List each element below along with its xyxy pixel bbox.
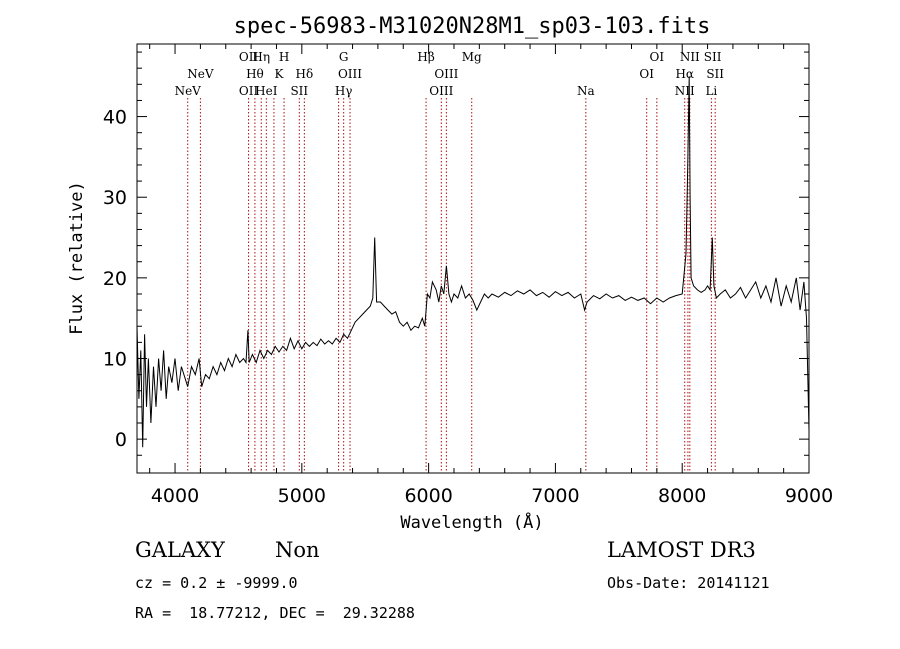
x-tick-label-5: 9000 — [785, 485, 833, 507]
x-tick-label-3: 7000 — [531, 485, 579, 507]
line-label-14: OIII — [338, 67, 362, 81]
line-label-11: Hθ — [246, 67, 264, 81]
x-tick-label-1: 5000 — [278, 485, 326, 507]
survey-name: LAMOST DR3 — [607, 538, 756, 562]
line-label-1: NeV — [187, 67, 214, 81]
x-tick-label-4: 8000 — [658, 485, 706, 507]
y-tick-label-2: 20 — [103, 268, 127, 290]
line-label-2: OII — [239, 50, 259, 64]
line-label-5: G — [339, 50, 349, 64]
y-tick-label-3: 30 — [103, 187, 127, 209]
line-label-7: Mg — [462, 50, 482, 64]
line-label-16: OI — [639, 67, 654, 81]
line-label-18: SII — [706, 67, 724, 81]
line-label-20: HeI — [255, 84, 278, 98]
line-label-17: Hα — [675, 67, 694, 81]
line-label-21: SII — [290, 84, 308, 98]
x-tick-label-0: 4000 — [151, 485, 199, 507]
line-label-4: H — [279, 50, 289, 64]
x-axis-ticks: 4000 5000 6000 7000 8000 9000 — [149, 44, 833, 507]
line-label-24: Na — [577, 84, 595, 98]
line-label-3: Hη — [252, 50, 270, 64]
y-tick-label-4: 40 — [103, 107, 127, 129]
chart-title: spec-56983-M31020N28M1_sp03-103.fits — [234, 14, 711, 39]
line-label-0: NeV — [175, 84, 202, 98]
y-axis-label: Flux (relative) — [67, 181, 87, 335]
y-tick-label-0: 0 — [115, 429, 127, 451]
line-label-9: NII — [680, 50, 700, 64]
redshift-cz: cz = 0.2 ± -9999.0 — [135, 574, 298, 592]
plot-frame — [136, 43, 810, 474]
emission-line-markers — [187, 98, 716, 473]
line-label-22: Hγ — [335, 84, 353, 98]
line-label-6: Hβ — [417, 50, 434, 64]
spectrum-line — [136, 76, 810, 448]
line-label-12: K — [275, 67, 285, 81]
line-label-26: Li — [705, 84, 717, 98]
line-label-19: OII — [239, 84, 259, 98]
line-label-15: OIII — [434, 67, 458, 81]
line-label-10: SII — [704, 50, 722, 64]
x-axis-label: Wavelength (Å) — [400, 511, 543, 533]
line-label-25: NII — [675, 84, 695, 98]
obs-date: Obs-Date: 20141121 — [607, 574, 770, 592]
line-label-23: OIII — [429, 84, 453, 98]
coordinates: RA = 18.77212, DEC = 29.32288 — [135, 604, 415, 622]
line-label-13: Hδ — [296, 67, 314, 81]
y-tick-label-1: 10 — [103, 348, 127, 370]
object-subclass: Non — [275, 538, 320, 562]
y-axis-ticks: 0 10 20 30 40 — [103, 51, 809, 456]
x-tick-label-2: 6000 — [404, 485, 452, 507]
object-class: GALAXY — [135, 538, 225, 562]
line-label-8: OI — [650, 50, 665, 64]
